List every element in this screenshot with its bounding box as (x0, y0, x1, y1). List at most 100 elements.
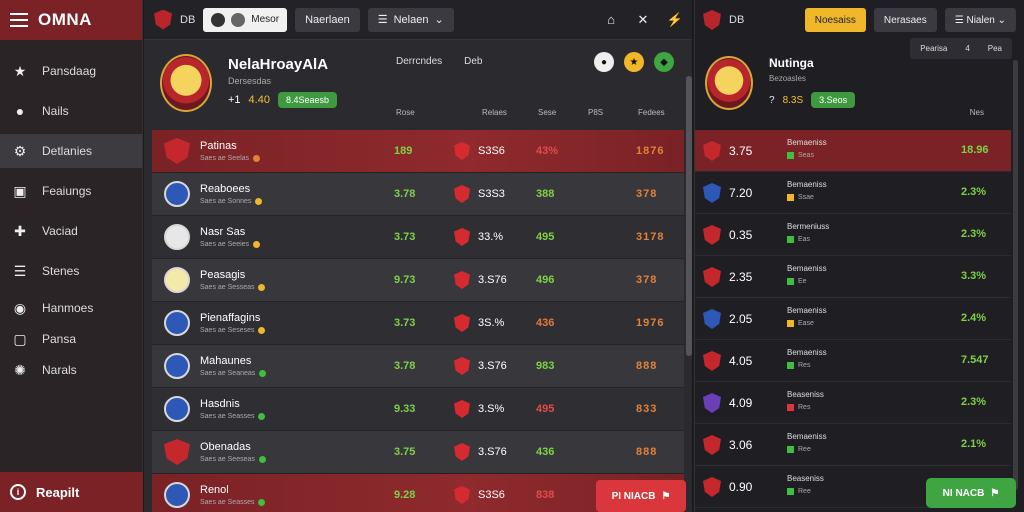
hamburger-menu-icon[interactable] (10, 13, 28, 27)
row-value-3: 838 (536, 489, 555, 501)
side-team-name: Nutinga (769, 56, 814, 70)
team-badge[interactable]: 8.4Seaesb (277, 92, 338, 108)
status-dot-icon (253, 155, 261, 162)
side-badge[interactable]: 3.Seos (811, 92, 856, 108)
side-list-item[interactable]: 4.05 Bemaeniss Res 7.547 (695, 340, 1011, 382)
row-value-4: 3178 (636, 231, 665, 243)
side-list-item[interactable]: 7.20 Bemaeniss Ssae 2.3% (695, 172, 1011, 214)
row-value-1: 9.73 (394, 274, 416, 286)
col-header: Rose (396, 108, 415, 117)
main-scrollbar[interactable] (686, 76, 692, 356)
topbar-dropdown[interactable]: ☰ Nelaen ⌄ (367, 7, 454, 32)
sidebar-item-4[interactable]: ▣ Feaiungs (0, 174, 142, 208)
side-list-item[interactable]: 2.05 Bemaeniss Ease 2.4% (695, 298, 1011, 340)
row-value-3: 495 (536, 231, 555, 243)
sidebar-item-label: Narals (42, 363, 77, 377)
table-row[interactable]: Obenadas Saes ae Seeseas 3.75 3.S76 436 … (152, 431, 684, 474)
row-sub: Saes ae Seeseas (200, 456, 266, 463)
row-value-1: 3.73 (394, 317, 416, 329)
side-list-item[interactable]: 0.35 Bermeniuss Eas 2.3% (695, 214, 1011, 256)
tools-icon[interactable]: ✕ (637, 11, 649, 27)
table-row[interactable]: Patinas Saes ae Seelas 189 S3S6 43% 1876 (152, 130, 684, 173)
status-dot-icon (258, 284, 266, 291)
table-row[interactable]: Pienaffagins Saes ae Seseses 3.73 3S.% 4… (152, 302, 684, 345)
shield-icon (703, 141, 721, 161)
sidebar-item-6[interactable]: ☰ Stenes (0, 254, 142, 288)
side-filter-a: Pearisa (920, 44, 948, 53)
side-dark-button-1-label: Nerasaes (883, 14, 927, 26)
row-value-1: 189 (394, 145, 413, 157)
green-badge-icon[interactable]: ◆ (654, 52, 674, 72)
sidebar-item-label: Vaciad (42, 224, 78, 238)
shield-icon (454, 443, 470, 461)
side-value: 2.05 (729, 312, 753, 326)
sidebar-item-5[interactable]: ✚ Vaciad (0, 214, 142, 248)
status-dot-icon (255, 198, 263, 205)
sidebar-item-label: Pansdaag (42, 64, 97, 78)
sidebar-item-3[interactable]: ⚙ Detlanies (0, 134, 142, 168)
side-list-item[interactable]: 4.09 Beaseniss Res 2.3% (695, 382, 1011, 424)
side-status: Seas (787, 152, 814, 159)
red-badge-icon[interactable]: ● (594, 52, 614, 72)
row-value-2: 3S.% (478, 317, 505, 329)
table-row[interactable]: Reaboees Saes ae Sonnes 3.78 S3S3 388 37… (152, 173, 684, 216)
side-dropdown[interactable]: ☰ Nialen ⌄ (944, 8, 1016, 32)
row-name: Hasdnis (200, 398, 240, 410)
sidebar: OMNA ★ Pansdaag ● Nails ⚙ Detlanies ▣ Feaiun… (0, 0, 143, 512)
side-topbar: DB Noesaiss Nerasaes ☰ Nialen ⌄ (695, 0, 1024, 40)
shield-icon (454, 142, 470, 160)
user-pill[interactable]: Mesor (203, 7, 288, 32)
sidebar-item-label: Detlanies (42, 144, 93, 158)
row-sub: Saes ae Sonnes (200, 198, 263, 205)
side-scrollbar[interactable] (1013, 60, 1018, 490)
col-header: Relaes (482, 108, 507, 117)
topbar-actions: ⌂ ✕ ⚡ (604, 11, 684, 28)
row-sub-text: Saes ae Seelas (200, 155, 250, 162)
side-filter[interactable]: Pearisa 4 Pea (910, 38, 1012, 59)
side-score: ? 8.3S 3.Seos (769, 92, 856, 108)
sidebar-item-1[interactable]: ★ Pansdaag (0, 54, 142, 88)
sidebar-item-2[interactable]: ● Nails (0, 94, 142, 128)
green-action-button[interactable]: NI NACB ⚑ (926, 478, 1016, 508)
side-value: 3.75 (729, 144, 753, 158)
side-list-item[interactable]: 3.75 Bemaeniss Seas 18.96 (695, 130, 1011, 172)
side-dark-button-1[interactable]: Nerasaes (873, 8, 937, 32)
sidebar-item-7[interactable]: ◉ Hanmoes (0, 294, 142, 322)
table-row[interactable]: Peasagis Saes ae Sesseas 9.73 3.S76 496 … (152, 259, 684, 302)
red-action-button[interactable]: PI NIACB ⚑ (596, 480, 686, 512)
sidebar-item-9[interactable]: ✺ Narals (0, 356, 142, 384)
team-score-b: 4.40 (248, 94, 270, 106)
topbar-button-1[interactable]: Naerlaen (295, 7, 360, 32)
row-value-3: 495 (536, 403, 555, 415)
sidebar-footer[interactable]: i Reapilt (0, 472, 143, 512)
row-sub: Saes ae Seasses (200, 413, 266, 420)
side-status-text: Res (798, 362, 811, 369)
flash-icon[interactable]: ⚡ (666, 11, 684, 27)
table-row[interactable]: Renol Saes ae Seasses 9.28 S3S6 838 (152, 474, 684, 512)
row-value-4: 833 (636, 403, 658, 415)
side-list-item[interactable]: 2.35 Bemaeniss Ee 3.3% (695, 256, 1011, 298)
side-score-a: ? (769, 94, 775, 106)
status-dot-icon (253, 241, 261, 248)
shield-icon (454, 357, 470, 375)
sidebar-item-8[interactable]: ▢ Pansa (0, 325, 142, 353)
side-percent: 7.547 (961, 354, 989, 366)
home-icon[interactable]: ⌂ (607, 12, 615, 27)
row-sub-text: Saes ae Seasses (200, 413, 255, 420)
table-row[interactable]: Mahaunes Saes ae Seaneas 3.78 3.S76 983 … (152, 345, 684, 388)
team-name: NelaHroayAlA (228, 56, 329, 73)
row-sub-text: Saes ae Seaneas (200, 370, 256, 377)
player-avatar (164, 267, 190, 293)
sidebar-item-label: Feaiungs (42, 184, 92, 198)
flag-icon: ⚑ (661, 490, 671, 502)
side-status-text: Ee (798, 278, 807, 285)
side-yellow-button[interactable]: Noesaiss (804, 8, 866, 32)
side-label: Bemaeniss (787, 180, 827, 189)
side-panel: DB Noesaiss Nerasaes ☰ Nialen ⌄ Nutinga … (694, 0, 1024, 512)
table-row[interactable]: Hasdnis Saes ae Seasses 9.33 3.S% 495 83… (152, 388, 684, 431)
team-shield-icon (164, 439, 190, 465)
side-list-item[interactable]: 3.06 Bemaeniss Ree 2.1% (695, 424, 1011, 466)
table-row[interactable]: Nasr Sas Saes ae Seeies 3.73 33.% 495 31… (152, 216, 684, 259)
side-list-item[interactable]: 0.90 Beaseniss Ree (695, 466, 1011, 508)
yellow-badge-icon[interactable]: ★ (624, 52, 644, 72)
